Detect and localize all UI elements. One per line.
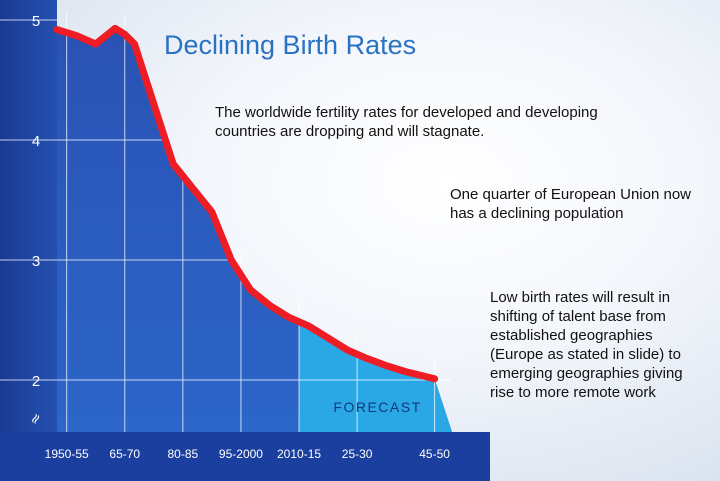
forecast-label: FORECAST [333, 399, 421, 415]
x-tick-label: 80-85 [168, 447, 199, 461]
description-talent-shift: Low birth rates will result in shifting … [490, 289, 683, 401]
x-axis-band [0, 432, 490, 481]
x-tick-label: 45-50 [419, 447, 450, 461]
page-title: Declining Birth Rates [164, 30, 417, 60]
y-tick-label: 5 [32, 13, 40, 30]
fertility-line [53, 24, 439, 383]
y-tick-label: 3 [32, 253, 40, 270]
x-tick-label: 95-2000 [219, 447, 263, 461]
x-tick-label: 65-70 [109, 447, 140, 461]
x-tick-label: 25-30 [342, 447, 373, 461]
x-tick-label: 1950-55 [45, 447, 89, 461]
forecast-region [299, 321, 452, 432]
y-tick-label: 4 [32, 133, 40, 150]
y-tick-label: 2 [32, 373, 40, 390]
x-tick-label: 2010-15 [277, 447, 321, 461]
axis-strip [0, 0, 57, 432]
area-fill [57, 28, 452, 433]
description-eu-population: One quarter of European Union now has a … [450, 186, 691, 222]
description-fertility: The worldwide fertility rates for develo… [215, 104, 598, 140]
